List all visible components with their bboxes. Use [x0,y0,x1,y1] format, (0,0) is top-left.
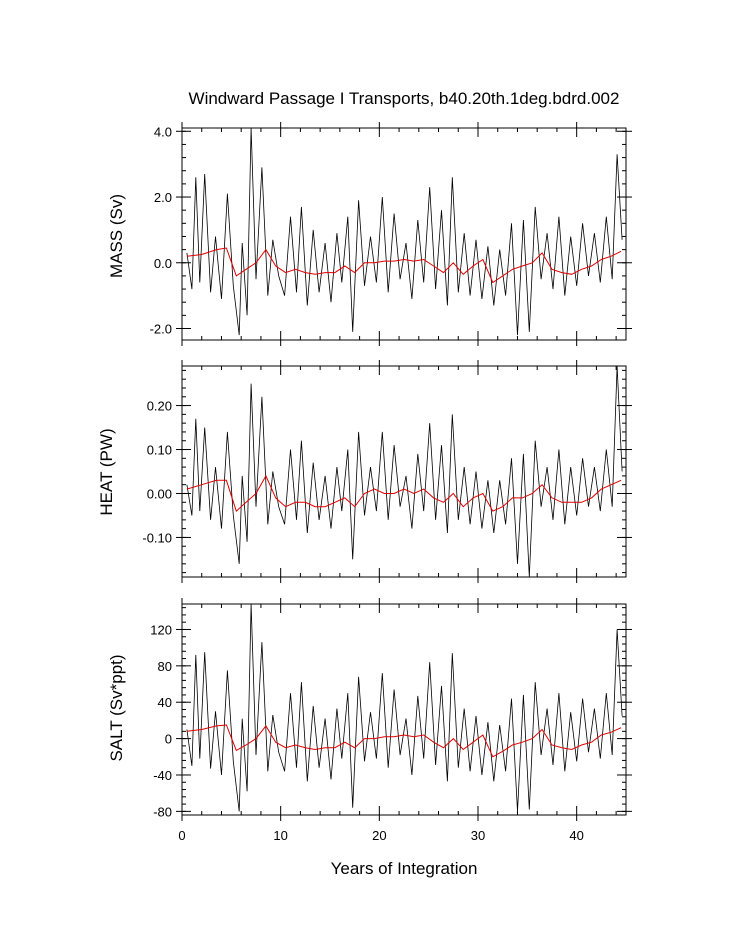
panel-mass: MASS (Sv) -2.0 0.0 2.0 4.0 [107,122,632,346]
salt-xtick-label: 30 [471,828,485,843]
salt-plot: -80 -40 0 40 80 120 0 10 20 30 40 [150,598,632,843]
salt-ytick-label: -40 [153,768,172,783]
mass-ytick-label: 4.0 [154,124,172,139]
panel-heat: HEAT (PW) -0.10 0.00 0.10 0.20 [97,360,632,583]
heat-ytick-label: 0.10 [147,443,172,458]
x-axis-label: Years of Integration [331,859,478,878]
mass-ytick-label: 2.0 [154,190,172,205]
salt-monthly-line [186,604,623,812]
salt-ytick-label: -80 [153,804,172,819]
salt-ytick-label: 40 [158,695,172,710]
salt-ytick-label: 120 [150,622,172,637]
heat-ytick-label: -0.10 [142,530,172,545]
heat-ytick-label: 0.20 [147,399,172,414]
salt-xtick-label: 0 [178,828,185,843]
mass-monthly-line [186,128,623,336]
mass-plot-frame [181,127,627,341]
heat-plot-frame [181,365,627,578]
mass-ytick-label: 0.0 [154,256,172,271]
heat-monthly-line [186,366,623,577]
salt-annual-mean-line [186,724,622,758]
salt-ytick-label: 0 [165,732,172,747]
mass-plot: -2.0 0.0 2.0 4.0 [150,122,632,346]
heat-annual-mean-line [186,474,622,512]
salt-ytick-label: 80 [158,659,172,674]
mass-ylabel: MASS (Sv) [107,194,126,278]
panel-salt: SALT (Sv*ppt) -80 -40 0 40 80 120 0 10 20 30 40 [107,598,632,843]
heat-ylabel: HEAT (PW) [97,428,116,515]
salt-xtick-label: 20 [372,828,386,843]
salt-xtick-label: 40 [569,828,583,843]
mass-ytick-label: -2.0 [150,321,172,336]
heat-ytick-label: 0.00 [147,486,172,501]
salt-ylabel: SALT (Sv*ppt) [107,654,126,761]
figure-title: Windward Passage I Transports, b40.20th.… [189,89,620,108]
salt-xtick-label: 10 [273,828,287,843]
heat-plot: -0.10 0.00 0.10 0.20 [142,360,632,583]
mass-annual-mean-line [186,247,622,284]
